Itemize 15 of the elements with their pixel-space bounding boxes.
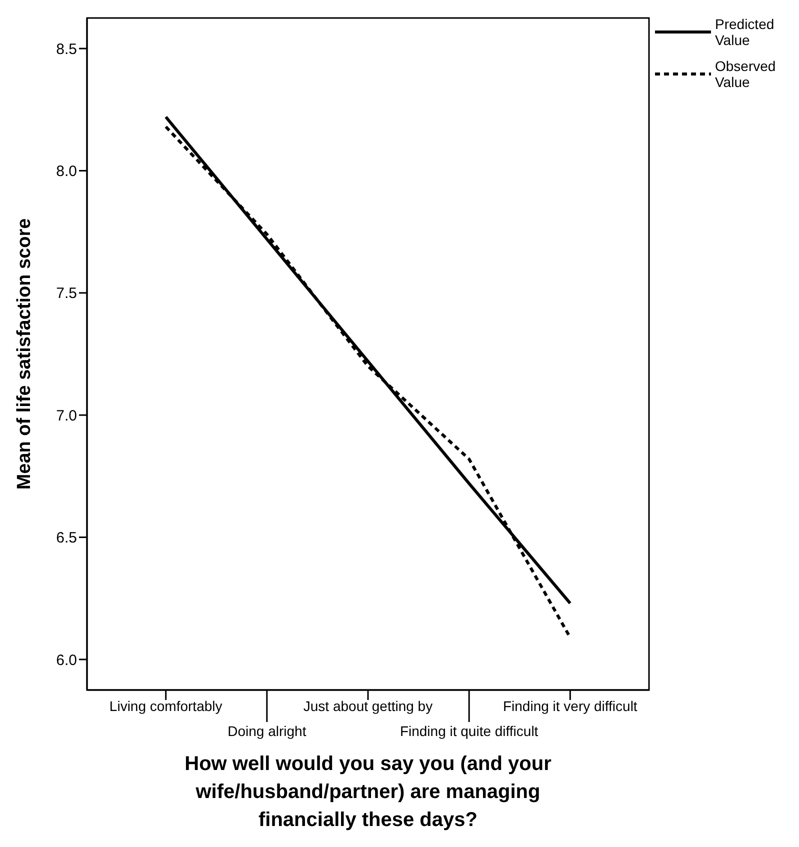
y-tick-label: 6.5 [56, 530, 77, 547]
x-tick-label: Finding it very difficult [502, 698, 638, 714]
x-tick-label: Living comfortably [109, 698, 222, 714]
x-tick-label: Just about getting by [303, 698, 433, 714]
x-tick-label: Doing alright [228, 723, 306, 739]
x-tick-label: Finding it quite difficult [400, 723, 538, 739]
y-axis-title: Mean of life satisfaction score [14, 218, 35, 490]
y-tick-label: 6.0 [56, 652, 77, 669]
y-tick-label: 7.5 [56, 285, 77, 302]
y-tick-label: 8.5 [56, 40, 77, 58]
legend-label: Observed Value [715, 58, 777, 90]
x-axis-title: How well would you say you (and your wife/husband/partner) are managing financially these days? [184, 752, 552, 833]
legend-label: Predicted Value [715, 16, 776, 48]
y-tick-label: 7.0 [56, 407, 77, 424]
y-tick-label: 8.0 [56, 163, 77, 180]
